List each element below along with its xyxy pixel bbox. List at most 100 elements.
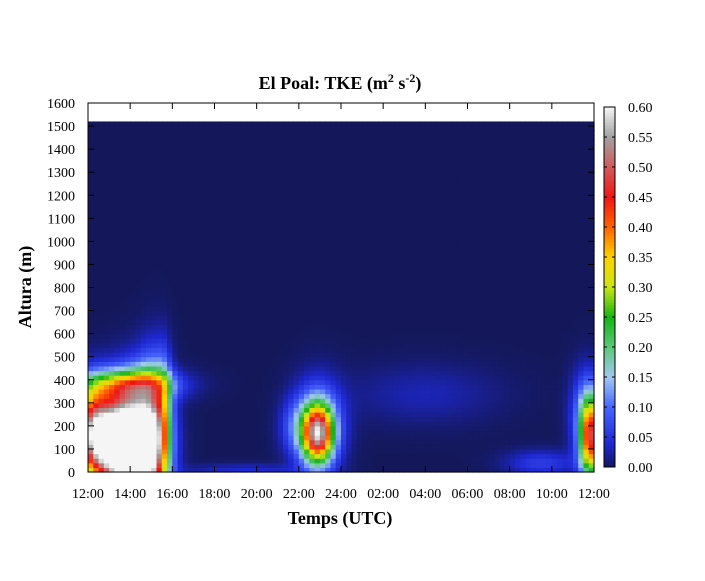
heatmap-cell	[235, 259, 242, 266]
heatmap-cell	[88, 453, 94, 459]
heatmap-cell	[409, 370, 416, 376]
heatmap-cell	[341, 305, 347, 312]
heatmap-cell	[414, 176, 421, 183]
heatmap-cell	[388, 305, 395, 312]
heatmap-cell	[293, 361, 300, 367]
heatmap-cell	[124, 388, 131, 395]
heatmap-cell	[256, 181, 263, 187]
heatmap-cell	[309, 144, 316, 150]
heatmap-cell	[135, 126, 142, 132]
heatmap-cell	[325, 186, 332, 192]
heatmap-cell	[109, 467, 115, 473]
heatmap-cell	[235, 315, 242, 321]
heatmap-cell	[388, 204, 395, 210]
heatmap-cell	[114, 379, 121, 385]
heatmap-cell	[414, 236, 421, 242]
heatmap-cell	[330, 356, 337, 362]
heatmap-cell	[272, 407, 279, 413]
heatmap-cell	[425, 412, 432, 418]
heatmap-cell	[267, 121, 274, 127]
heatmap-cell	[404, 139, 411, 146]
heatmap-cell	[109, 153, 115, 159]
heatmap-cell	[377, 338, 384, 344]
heatmap-cell	[319, 269, 326, 275]
heatmap-cell	[330, 195, 337, 201]
heatmap-cell	[240, 324, 247, 330]
heatmap-cell	[156, 204, 163, 210]
heatmap-cell	[145, 255, 152, 261]
heatmap-cell	[235, 126, 242, 132]
heatmap-cell	[167, 227, 173, 233]
heatmap-cell	[388, 425, 395, 432]
heatmap-cell	[235, 190, 242, 196]
heatmap-cell	[246, 255, 252, 261]
heatmap-cell	[88, 462, 94, 468]
heatmap-cell	[393, 338, 400, 344]
heatmap-cell	[351, 425, 358, 432]
heatmap-cell	[304, 407, 310, 413]
heatmap-cell	[235, 453, 242, 459]
heatmap-cell	[261, 333, 268, 339]
heatmap-cell	[288, 315, 295, 321]
heatmap-cell	[346, 319, 353, 325]
heatmap-cell	[198, 375, 205, 381]
heatmap-cell	[351, 319, 358, 325]
heatmap-cell	[341, 296, 347, 302]
heatmap-cell	[188, 305, 195, 312]
heatmap-cell	[256, 315, 263, 321]
heatmap-cell	[425, 379, 432, 385]
heatmap-cell	[240, 375, 247, 381]
heatmap-cell	[145, 356, 152, 362]
heatmap-cell	[319, 292, 326, 298]
heatmap-cell	[214, 167, 221, 173]
heatmap-cell	[346, 176, 353, 183]
heatmap-cell	[283, 439, 289, 445]
heatmap-cell	[351, 384, 358, 390]
heatmap-cell	[98, 301, 105, 307]
heatmap-cell	[388, 388, 395, 395]
heatmap-cell	[309, 430, 316, 436]
heatmap-cell	[335, 167, 342, 173]
heatmap-cell	[393, 209, 400, 215]
heatmap-cell	[151, 126, 158, 132]
heatmap-cell	[182, 388, 189, 395]
heatmap-cell	[156, 218, 163, 224]
heatmap-cell	[283, 407, 289, 413]
heatmap-cell	[298, 153, 305, 159]
heatmap-cell	[298, 158, 305, 164]
heatmap-cell	[124, 149, 131, 155]
heatmap-cell	[277, 375, 284, 381]
heatmap-cell	[325, 149, 332, 155]
heatmap-cell	[214, 186, 221, 192]
heatmap-cell	[346, 227, 353, 233]
heatmap-cell	[140, 421, 147, 427]
heatmap-cell	[341, 282, 347, 289]
heatmap-cell	[362, 126, 368, 132]
heatmap-cell	[356, 255, 363, 261]
heatmap-cell	[135, 448, 142, 455]
heatmap-cell	[356, 176, 363, 183]
heatmap-cell	[198, 416, 205, 422]
heatmap-cell	[177, 448, 184, 455]
heatmap-cell	[193, 388, 200, 395]
heatmap-cell	[346, 273, 353, 279]
heatmap-cell	[393, 301, 400, 307]
heatmap-cell	[151, 259, 158, 266]
heatmap-cell	[240, 425, 247, 432]
heatmap-cell	[240, 333, 247, 339]
heatmap-cell	[372, 126, 379, 132]
heatmap-cell	[209, 282, 216, 289]
heatmap-cell	[151, 167, 158, 173]
heatmap-cell	[314, 144, 321, 150]
heatmap-cell	[314, 199, 321, 206]
heatmap-cell	[214, 172, 221, 178]
heatmap-cell	[277, 338, 284, 344]
heatmap-cell	[93, 370, 100, 376]
heatmap-cell	[182, 162, 189, 169]
heatmap-cell	[377, 195, 384, 201]
heatmap-cell	[261, 458, 268, 464]
heatmap-cell	[425, 287, 432, 293]
heatmap-cell	[398, 301, 405, 307]
heatmap-cell	[398, 292, 405, 298]
heatmap-cell	[356, 186, 363, 192]
